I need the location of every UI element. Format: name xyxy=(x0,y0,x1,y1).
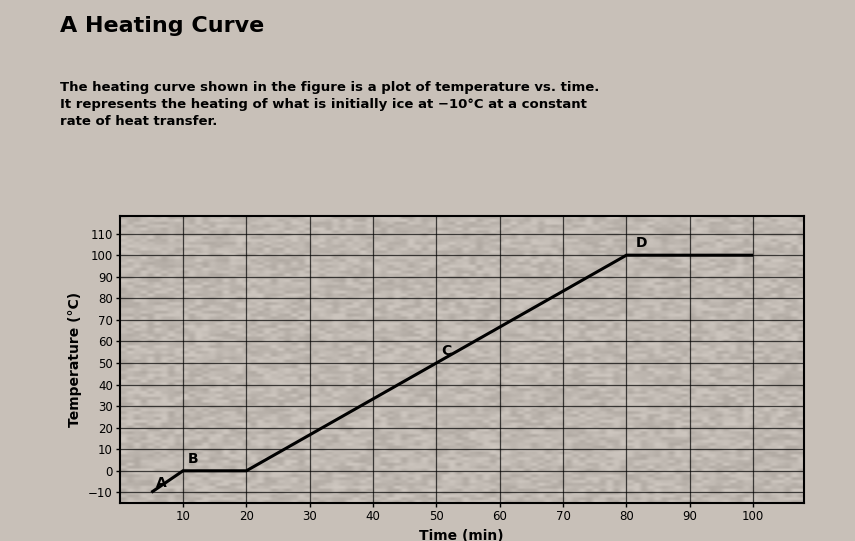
Text: C: C xyxy=(441,344,451,358)
Text: B: B xyxy=(188,452,198,466)
Text: A: A xyxy=(156,476,168,490)
X-axis label: Time (min): Time (min) xyxy=(420,529,504,541)
Text: The heating curve shown in the figure is a plot of temperature vs. time.
It repr: The heating curve shown in the figure is… xyxy=(60,81,599,128)
Text: A Heating Curve: A Heating Curve xyxy=(60,16,264,36)
Text: D: D xyxy=(636,236,647,250)
Y-axis label: Temperature (°C): Temperature (°C) xyxy=(68,292,82,427)
